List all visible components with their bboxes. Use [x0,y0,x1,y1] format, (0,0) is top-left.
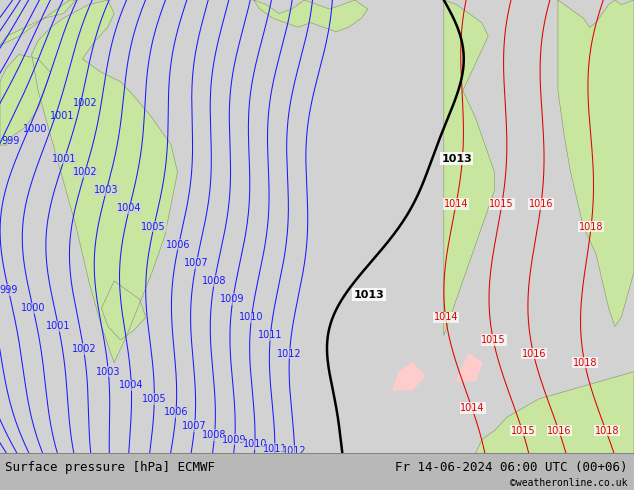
Text: 1003: 1003 [96,367,120,377]
Text: 1008: 1008 [202,430,226,440]
Text: 1013: 1013 [441,154,472,164]
Text: 1002: 1002 [72,344,96,354]
Polygon shape [32,0,178,363]
Text: ©weatheronline.co.uk: ©weatheronline.co.uk [510,478,628,489]
Text: 999: 999 [1,136,19,147]
Text: 1002: 1002 [72,167,97,177]
Polygon shape [393,363,425,390]
Polygon shape [101,281,146,340]
Text: 1018: 1018 [595,426,619,436]
Text: 1013: 1013 [354,290,384,299]
Text: 1011: 1011 [258,330,283,341]
Text: 1015: 1015 [510,426,535,436]
Text: 1007: 1007 [184,258,209,268]
Polygon shape [15,12,23,15]
Text: 1007: 1007 [182,421,207,431]
Text: 1002: 1002 [73,98,98,108]
Text: 1011: 1011 [262,444,287,454]
Text: 1015: 1015 [481,335,506,345]
Text: Surface pressure [hPa] ECMWF: Surface pressure [hPa] ECMWF [5,461,215,474]
Text: 1000: 1000 [23,123,48,134]
Text: 1003: 1003 [94,185,119,196]
Text: Fr 14-06-2024 06:00 UTC (00+06): Fr 14-06-2024 06:00 UTC (00+06) [395,461,628,474]
Polygon shape [254,0,368,32]
Text: 1012: 1012 [282,446,307,456]
Text: 1009: 1009 [223,435,247,444]
Text: 999: 999 [0,285,18,295]
Text: 1001: 1001 [49,111,74,121]
Text: 1014: 1014 [434,312,458,322]
Text: 1004: 1004 [117,203,141,214]
Text: 1010: 1010 [239,312,264,322]
Text: 1006: 1006 [166,240,191,250]
Polygon shape [444,0,495,335]
Polygon shape [39,0,50,3]
Text: 1000: 1000 [21,303,46,313]
Text: 1018: 1018 [573,358,597,368]
Text: 1001: 1001 [46,321,71,331]
Text: 1016: 1016 [522,348,546,359]
Text: 1009: 1009 [221,294,245,304]
Text: 1015: 1015 [489,199,514,209]
Polygon shape [0,453,634,490]
Text: 1014: 1014 [444,199,468,209]
Polygon shape [0,0,76,46]
Text: 1016: 1016 [547,426,572,436]
Polygon shape [0,54,51,145]
Text: 1005: 1005 [141,221,166,232]
Text: 1010: 1010 [243,439,267,449]
Text: 1001: 1001 [52,154,77,164]
Text: 1005: 1005 [142,394,167,404]
Polygon shape [476,371,634,453]
Polygon shape [456,354,482,381]
Text: 1016: 1016 [529,199,553,209]
Text: 1006: 1006 [164,408,188,417]
Text: 1014: 1014 [460,403,485,413]
Text: 1008: 1008 [202,276,226,286]
Text: 1012: 1012 [277,348,302,359]
Polygon shape [558,0,634,326]
Text: 1018: 1018 [579,221,603,232]
Text: 1004: 1004 [119,380,144,390]
